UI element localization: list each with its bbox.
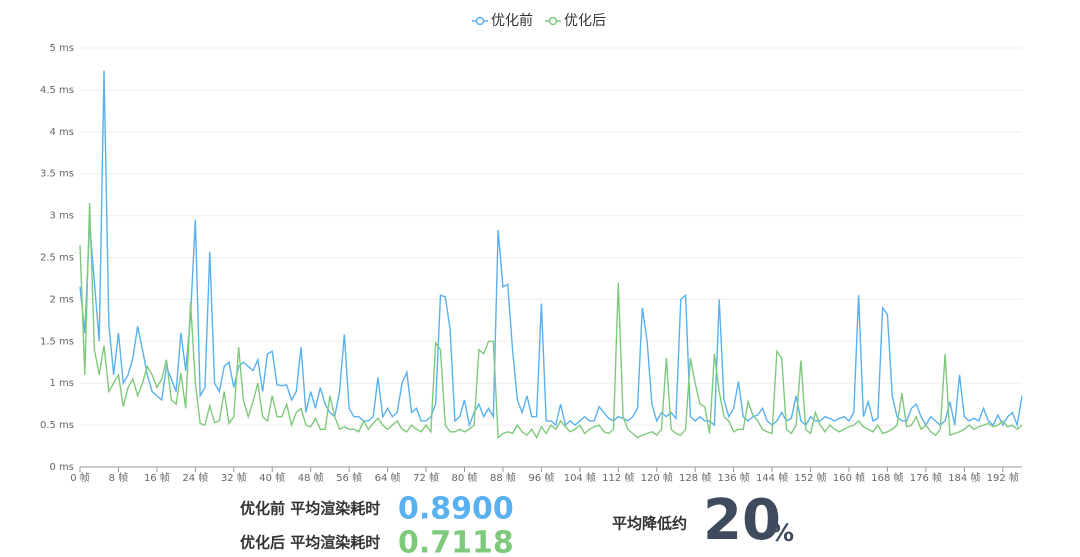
legend-label: 优化后 <box>564 13 606 29</box>
before-value: 0.8900 <box>398 492 514 527</box>
x-tick-label: 104 帧 <box>564 471 596 484</box>
y-tick-label: 3 ms <box>50 211 75 222</box>
x-tick-label: 32 帧 <box>221 471 247 484</box>
x-tick-label: 184 帧 <box>948 471 980 484</box>
y-tick-label: 5 ms <box>50 43 75 54</box>
x-tick-label: 144 帧 <box>756 471 788 484</box>
data-line <box>79 203 1023 440</box>
reduction-label: 平均降低约 <box>612 515 687 533</box>
y-tick-label: 0.5 ms <box>40 420 74 431</box>
before-label: 优化前 平均渲染耗时 <box>240 500 380 518</box>
x-tick-label: 192 帧 <box>987 471 1019 484</box>
x-tick-label: 56 帧 <box>336 471 362 484</box>
x-tick-label: 8 帧 <box>109 471 129 484</box>
y-tick-label: 4 ms <box>50 127 75 138</box>
after-value: 0.7118 <box>398 526 514 557</box>
x-tick-label: 40 帧 <box>259 471 285 484</box>
y-tick-label: 0 ms <box>50 462 75 473</box>
after-label: 优化后 平均渲染耗时 <box>240 534 380 552</box>
x-tick-label: 176 帧 <box>910 471 942 484</box>
legend-symbol <box>475 16 485 26</box>
x-tick-label: 72 帧 <box>413 471 439 484</box>
x-tick-label: 96 帧 <box>528 471 554 484</box>
y-tick-label: 2.5 ms <box>40 253 74 264</box>
x-tick-label: 152 帧 <box>794 471 826 484</box>
x-tick-label: 112 帧 <box>602 471 634 484</box>
x-tick-label: 136 帧 <box>717 471 749 484</box>
x-tick-label: 48 帧 <box>298 471 324 484</box>
x-tick-label: 168 帧 <box>871 471 903 484</box>
x-tick-label: 0 帧 <box>70 471 90 484</box>
y-tick-label: 1 ms <box>50 378 75 389</box>
x-tick-label: 88 帧 <box>490 471 516 484</box>
y-tick-label: 1.5 ms <box>40 336 74 347</box>
reduction-unit: % <box>770 519 794 547</box>
x-tick-label: 160 帧 <box>833 471 865 484</box>
x-tick-label: 64 帧 <box>375 471 401 484</box>
reduction-value: 20 <box>703 488 781 553</box>
legend-label: 优化前 <box>491 12 533 29</box>
y-tick-label: 2 ms <box>50 294 75 305</box>
legend-symbol <box>548 16 558 26</box>
x-tick-label: 16 帧 <box>144 471 170 484</box>
y-tick-label: 3.5 ms <box>40 169 74 180</box>
y-tick-label: 4.5 ms <box>40 85 74 96</box>
x-tick-label: 128 帧 <box>679 471 711 484</box>
x-tick-label: 24 帧 <box>182 471 208 484</box>
x-tick-label: 80 帧 <box>452 471 478 484</box>
data-line <box>79 70 1023 428</box>
x-tick-label: 120 帧 <box>641 471 673 484</box>
